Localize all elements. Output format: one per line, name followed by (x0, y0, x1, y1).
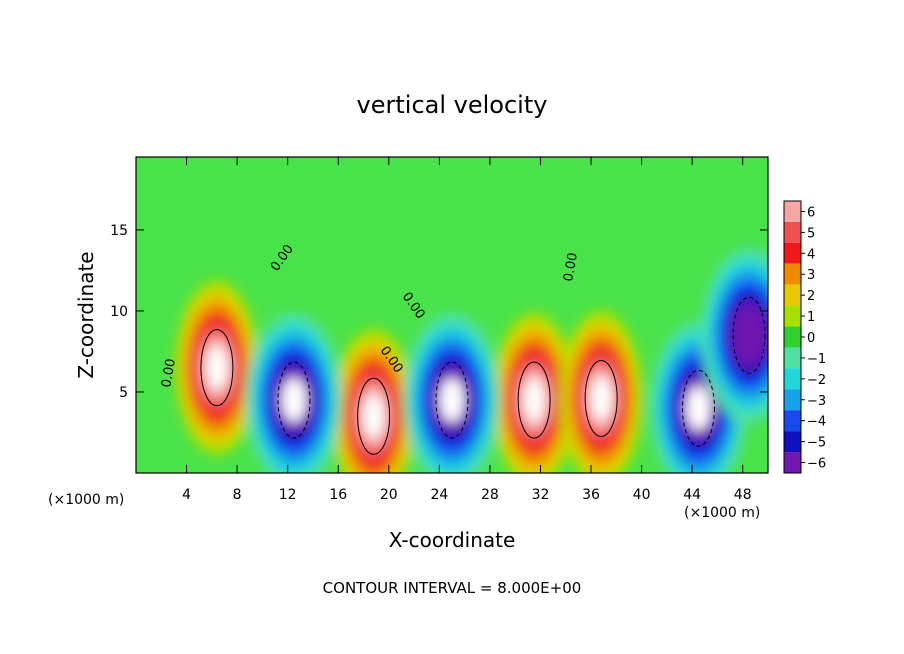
x-tick-label: 28 (481, 487, 499, 503)
x-tick-label: 36 (582, 487, 600, 503)
x-tick-label: 4 (182, 487, 191, 503)
colorbar: 6 5 4 3 2 1 0 −1 −2 −3 −4 −5 −6 (783, 200, 826, 474)
updraft-core-contour (584, 359, 618, 437)
colorbar-swatch (784, 242, 801, 264)
x-tick-label: 20 (380, 487, 398, 503)
y-tick-label: 5 (119, 385, 128, 401)
downdraft-cell (439, 378, 465, 423)
contour-interval-note: CONTOUR INTERVAL = 8.000E+00 (323, 579, 582, 597)
contour-label: 0.00 (561, 252, 581, 283)
x-tick-label: 8 (233, 487, 242, 503)
colorbar-swatch (784, 452, 801, 473)
x-unit-label-left: (×1000 m) (48, 492, 124, 508)
x-tick-label: 32 (532, 487, 550, 503)
colorbar-swatch (784, 305, 801, 327)
colorbar-label: 0 (807, 331, 815, 346)
x-axis-label: X-coordinate (389, 528, 516, 552)
colorbar-swatch (784, 221, 801, 243)
updraft-cell (206, 345, 228, 390)
downdraft-core-contour (732, 296, 766, 374)
plot-frame (135, 156, 769, 474)
downdraft-core-contour (277, 361, 311, 439)
downdraft-cell (686, 386, 711, 431)
updraft-core-contour (200, 329, 234, 407)
colorbar-label: 5 (807, 226, 815, 241)
plot-area (136, 157, 768, 473)
colorbar-swatch (784, 368, 801, 390)
y-axis: 5 10 15 (110, 223, 768, 401)
colorbar-label: −1 (807, 352, 826, 367)
colorbar-label: 6 (807, 205, 815, 220)
colorbar-swatch (784, 201, 801, 222)
colorbar-swatch (784, 347, 801, 369)
updraft-cell (363, 394, 385, 439)
updraft-cell (590, 376, 612, 421)
colorbar-swatch (784, 284, 801, 306)
x-unit-label-right: (×1000 m) (684, 505, 760, 521)
chart-title: vertical velocity (357, 91, 548, 119)
colorbar-swatch (784, 326, 801, 348)
downdraft-cell (730, 302, 768, 369)
y-axis-label: Z-coordinate (74, 251, 98, 378)
colorbar-swatch (784, 431, 801, 453)
colorbar-label: −5 (807, 436, 826, 451)
y-tick-label: 15 (110, 223, 128, 239)
y-tick-label: 10 (110, 304, 128, 320)
downdraft-core-contour (435, 361, 469, 439)
updraft-core-contour (357, 377, 391, 455)
contour-label: 0.00 (159, 358, 179, 389)
colorbar-label: −4 (807, 415, 826, 430)
colorbar-label: 1 (807, 310, 815, 325)
x-tick-label: 40 (633, 487, 651, 503)
downdraft-core-contour (681, 369, 715, 447)
zero-contours (200, 296, 766, 455)
colorbar-label: 3 (807, 268, 815, 283)
colorbar-label: −3 (807, 394, 826, 409)
x-tick-label: 44 (683, 487, 701, 503)
colorbar-swatch (784, 410, 801, 432)
colorbar-label: −2 (807, 373, 826, 388)
updraft-core-contour (517, 361, 551, 439)
velocity-field (174, 247, 768, 473)
x-tick-label: 12 (279, 487, 297, 503)
x-axis: 4 8 12 16 20 24 28 32 36 40 44 48 (182, 157, 752, 503)
downdraft-cell (281, 378, 307, 423)
colorbar-swatch (784, 389, 801, 411)
colorbar-label: 2 (807, 289, 815, 304)
x-tick-label: 24 (430, 487, 448, 503)
colorbar-label: 4 (807, 247, 815, 262)
x-tick-label: 16 (329, 487, 347, 503)
x-tick-label: 48 (734, 487, 752, 503)
colorbar-swatch (784, 263, 801, 285)
updraft-cell (523, 378, 545, 423)
colorbar-label: −6 (807, 457, 826, 472)
